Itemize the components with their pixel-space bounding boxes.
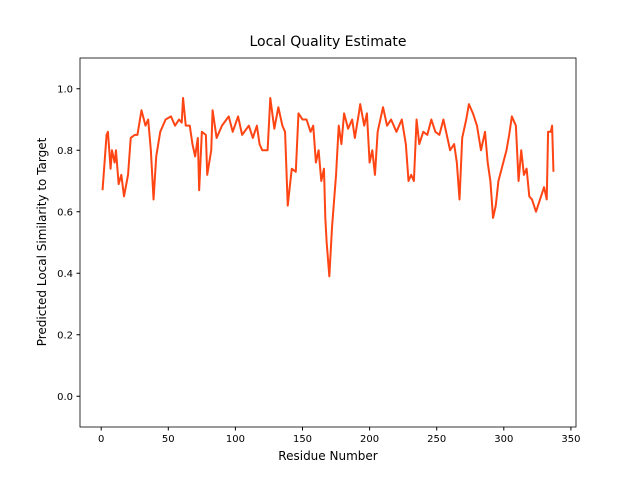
x-tick-label: 350	[561, 434, 580, 445]
y-tick-label: 0.6	[57, 207, 73, 218]
x-tick-label: 50	[162, 434, 175, 445]
x-axis-label: Residue Number	[278, 449, 377, 463]
x-tick-label: 0	[98, 434, 104, 445]
x-tick-label: 150	[293, 434, 312, 445]
y-tick-label: 0.2	[57, 330, 73, 341]
x-tick-label: 200	[360, 434, 379, 445]
y-axis-label: Predicted Local Similarity to Target	[35, 137, 49, 346]
y-tick-label: 0.8	[57, 146, 73, 157]
plot-frame	[79, 57, 577, 428]
y-tick-label: 0.0	[57, 392, 73, 403]
y-tick-label: 1.0	[57, 84, 73, 95]
x-tick-label: 100	[226, 434, 245, 445]
x-tick-label: 300	[494, 434, 513, 445]
data-line	[101, 96, 555, 278]
x-tick-label: 250	[427, 434, 446, 445]
y-tick-label: 0.4	[57, 269, 73, 280]
chart-title: Local Quality Estimate	[249, 34, 406, 50]
